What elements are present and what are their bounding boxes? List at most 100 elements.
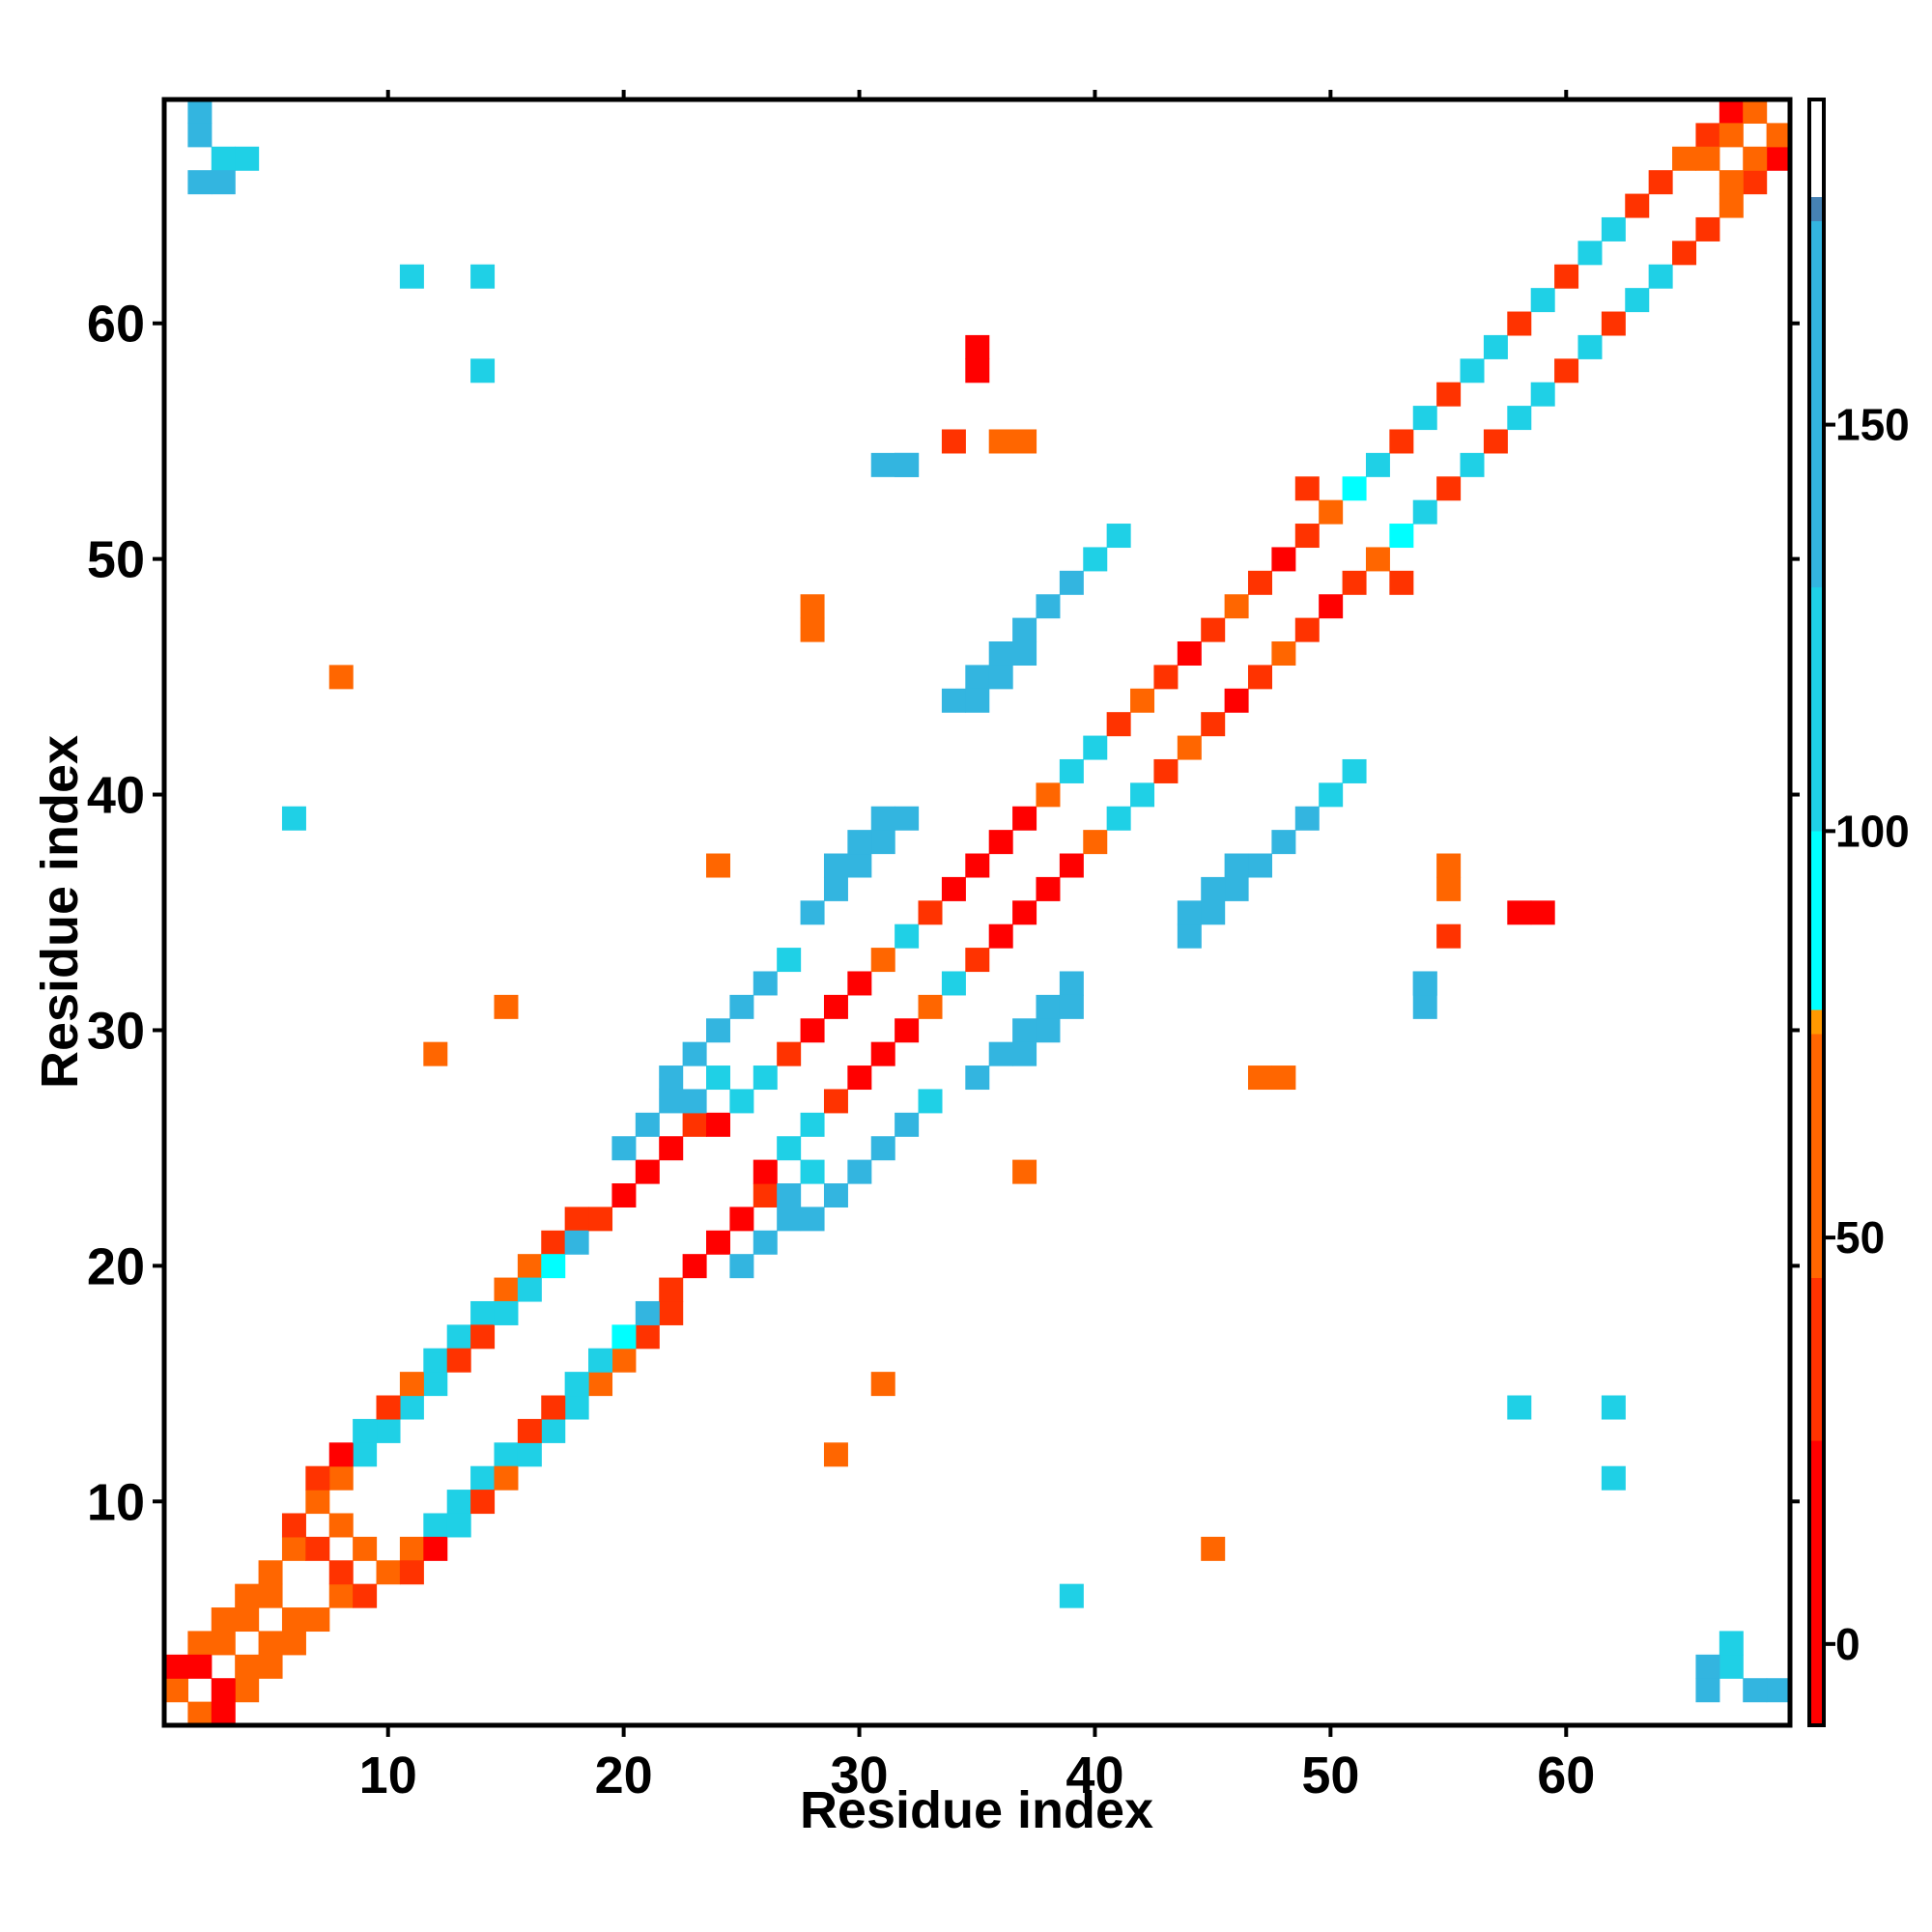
heatmap-cell (659, 1065, 684, 1091)
heatmap-cell (164, 1654, 188, 1679)
heatmap-cell (1695, 216, 1720, 242)
heatmap-cell (1059, 758, 1084, 783)
heatmap-cell (1389, 429, 1414, 454)
heatmap-cell (1460, 358, 1485, 384)
heatmap-cell (1012, 806, 1037, 831)
heatmap-cell (1036, 994, 1061, 1019)
heatmap-cell (187, 1654, 213, 1679)
heatmap-cell (281, 806, 306, 831)
heatmap-cell (1719, 123, 1744, 148)
heatmap-cell (1601, 216, 1626, 242)
heatmap-cell (729, 994, 754, 1019)
heatmap-cell (1271, 547, 1296, 572)
heatmap-cell (777, 1207, 802, 1232)
heatmap-cell (1294, 806, 1320, 831)
heatmap-cell (1177, 735, 1202, 760)
heatmap-cell (281, 1513, 306, 1538)
heatmap-cell (1224, 594, 1249, 619)
heatmap-cell (1059, 570, 1084, 595)
heatmap-cell (941, 971, 966, 996)
heatmap-cell (376, 1560, 401, 1585)
heatmap-cell (1342, 570, 1367, 595)
heatmap-cell (376, 1395, 401, 1420)
heatmap-cell (1036, 594, 1061, 619)
heatmap-cell (588, 1372, 613, 1397)
heatmap-cell (1365, 452, 1390, 477)
heatmap-cell (611, 1136, 637, 1161)
heatmap-cell (1601, 311, 1626, 336)
heatmap-cell (1412, 406, 1437, 431)
heatmap-cell (211, 1678, 236, 1703)
heatmap-cell (1554, 358, 1579, 384)
heatmap-cell (1436, 876, 1462, 901)
heatmap-cell (1648, 170, 1673, 195)
heatmap-cell (870, 830, 895, 855)
heatmap-cell (1271, 830, 1296, 855)
heatmap-cell (1507, 406, 1532, 431)
x-tick-label: 50 (1301, 1747, 1359, 1804)
heatmap-cell (423, 1372, 448, 1397)
heatmap-cell (1012, 1041, 1037, 1066)
y-tick-label: 50 (87, 531, 145, 589)
y-tick-label: 10 (87, 1473, 145, 1531)
heatmap-cell (682, 1112, 707, 1137)
heatmap-cell (423, 1348, 448, 1373)
heatmap-cell (494, 1442, 519, 1467)
heatmap-cells (164, 99, 1791, 1726)
heatmap-cell (1743, 99, 1768, 124)
heatmap-cell (870, 1041, 895, 1066)
heatmap-cell (1319, 782, 1344, 808)
heatmap-cell (1130, 688, 1155, 713)
heatmap-cell (1507, 900, 1532, 925)
heatmap-cell (1271, 641, 1296, 666)
heatmap-cell (895, 806, 920, 831)
heatmap-cell (823, 1089, 848, 1114)
x-tick-label: 30 (831, 1747, 889, 1804)
heatmap-cell (588, 1348, 613, 1373)
heatmap-cell (1248, 853, 1272, 878)
heatmap-cell (847, 853, 872, 878)
heatmap-cell (1059, 1583, 1084, 1608)
heatmap-cell (729, 1089, 754, 1114)
heatmap-cell (399, 1372, 424, 1397)
heatmap-cell (1083, 735, 1108, 760)
heatmap-cell (823, 1183, 848, 1208)
heatmap-cell (1130, 782, 1155, 808)
heatmap-cell (965, 1065, 990, 1091)
heatmap-cell (1012, 1018, 1037, 1043)
heatmap-cell (187, 99, 213, 124)
heatmap-cell (446, 1324, 471, 1350)
heatmap-cell (753, 1230, 778, 1255)
heatmap-cell (1743, 1678, 1768, 1703)
heatmap-cell (870, 1136, 895, 1161)
heatmap-cell (1719, 1631, 1744, 1656)
heatmap-cell (1248, 570, 1272, 595)
heatmap-cell (399, 264, 424, 289)
heatmap-cell (1224, 688, 1249, 713)
heatmap-cell (470, 1490, 496, 1515)
heatmap-cell (399, 1560, 424, 1585)
heatmap-cell (682, 1254, 707, 1279)
heatmap-cell (988, 641, 1013, 666)
heatmap-cell (235, 1654, 260, 1679)
heatmap-cell (494, 1300, 519, 1325)
heatmap-cell (305, 1536, 330, 1561)
heatmap-cell (211, 1701, 236, 1726)
heatmap-cell (847, 830, 872, 855)
heatmap-cell (1695, 1654, 1720, 1679)
heatmap-cell (1319, 499, 1344, 525)
heatmap-cell (659, 1089, 684, 1114)
x-tick-label: 20 (595, 1747, 653, 1804)
heatmap-cell (941, 876, 966, 901)
heatmap-cell (777, 1136, 802, 1161)
heatmap-cell (1436, 923, 1462, 949)
heatmap-cell (423, 1041, 448, 1066)
heatmap-cell (353, 1418, 378, 1443)
heatmap-cell (564, 1395, 589, 1420)
heatmap-cell (1672, 241, 1697, 266)
heatmap-cell (1059, 994, 1084, 1019)
heatmap-cell (1012, 1159, 1037, 1184)
heatmap-cell (800, 1018, 825, 1043)
heatmap-cell (1294, 476, 1320, 501)
heatmap-cell (446, 1513, 471, 1538)
